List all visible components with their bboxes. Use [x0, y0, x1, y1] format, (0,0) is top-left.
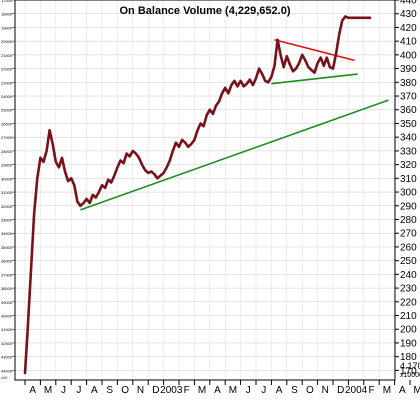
left-tick-label: 35000 — [1, 245, 13, 250]
left-tick-label: 33000 — [1, 217, 13, 222]
right-cut-label: 4.170 — [400, 361, 420, 371]
left-tick-label: 40000 — [1, 314, 13, 319]
x-tick-label: J — [61, 385, 66, 396]
left-tick-label: 39000 — [1, 300, 13, 305]
right-tick-label: 380 — [400, 78, 417, 89]
x-tick-label: S — [291, 385, 298, 396]
x-tick-label: J — [246, 385, 251, 396]
trendlines — [80, 39, 389, 211]
grid — [15, 0, 411, 380]
x-tick-label: M — [383, 385, 391, 396]
left-tick-label: 18000 — [1, 12, 13, 17]
x-tick-label: A — [91, 385, 98, 396]
left-tick-label: 44000 — [1, 368, 13, 373]
x-tick-label: 2004 — [345, 385, 368, 396]
left-tick-label: 37000 — [1, 272, 13, 277]
x-tick-label: J — [76, 385, 81, 396]
right-tick-label: 390 — [400, 64, 417, 75]
x-tick-label: F — [184, 385, 190, 396]
right-tick-label: 440 — [400, 0, 417, 7]
x-tick-label: S — [106, 385, 113, 396]
left-tick-label: 25000 — [1, 108, 13, 113]
right-tick-label: 360 — [400, 105, 417, 116]
right-tick-label: 270 — [400, 229, 417, 240]
x-tick-label: D — [337, 385, 344, 396]
left-tick-label: 38000 — [1, 286, 13, 291]
chart-title: On Balance Volume (4,229,652.0) — [120, 5, 291, 17]
x-tick-label: O — [121, 385, 129, 396]
right-axis: 170 180 190 200 210 220 230 240 250 260 270 280 290 3… — [395, 0, 420, 379]
right-tick-label: 200 — [400, 325, 417, 336]
right-tick-label: 410 — [400, 37, 417, 48]
right-tick-label: 340 — [400, 133, 417, 144]
left-tick-label: 30000 — [1, 176, 13, 181]
x-tick-label: M — [198, 385, 206, 396]
left-tick-label: 43000 — [1, 355, 13, 360]
right-tick-label: 260 — [400, 242, 417, 253]
left-tick-label: 17000 — [1, 0, 13, 3]
x-tick-label: N — [137, 385, 144, 396]
left-tick-label: 31000 — [1, 190, 13, 195]
x-tick-label: M — [44, 385, 52, 396]
right-tick-label: 170 — [400, 366, 417, 377]
right-tick-label: 330 — [400, 146, 417, 157]
right-tick-label: 250 — [400, 256, 417, 267]
right-tick-label: 220 — [400, 297, 417, 308]
left-tick-label: 22000 — [1, 67, 13, 72]
left-tick-label: 29000 — [1, 163, 13, 168]
x-tick-label: F — [368, 385, 374, 396]
left-tick-label: 20000 — [1, 39, 13, 44]
x-tick-label: D — [152, 385, 159, 396]
left-tick-label: 32000 — [1, 204, 13, 209]
obv-series-line — [23, 15, 372, 375]
x-tick-label: N — [322, 385, 329, 396]
right-tick-label: 210 — [400, 311, 417, 322]
right-tick-label: 350 — [400, 119, 417, 130]
left-tick-label: 26000 — [1, 121, 13, 126]
right-unit-label: x10000 — [400, 372, 420, 379]
left-tick-label: 42000 — [1, 341, 13, 346]
right-tick-label: 400 — [400, 50, 417, 61]
right-tick-label: 320 — [400, 160, 417, 171]
x-tick-label: A — [399, 385, 406, 396]
right-tick-label: 420 — [400, 23, 417, 34]
left-tick-label: 23000 — [1, 80, 13, 85]
x-tick-label: M — [414, 385, 420, 396]
x-tick-label: O — [306, 385, 314, 396]
left-tick-label: 28000 — [1, 149, 13, 154]
left-tick-label: 41000 — [1, 327, 13, 332]
x-tick-label: J — [261, 385, 266, 396]
right-tick-label: 240 — [400, 270, 417, 281]
x-tick-label: A — [29, 385, 36, 396]
right-tick-label: 280 — [400, 215, 417, 226]
right-tick-label: 300 — [400, 188, 417, 199]
right-tick-label: 180 — [400, 352, 417, 363]
plot-frame — [14, 0, 396, 381]
trendline — [274, 39, 355, 62]
right-tick-label: 310 — [400, 174, 417, 185]
trendline — [80, 99, 389, 211]
right-tick-label: 430 — [400, 9, 417, 20]
x-tick-label: A — [214, 385, 221, 396]
left-tick-label: 27000 — [1, 135, 13, 140]
x-axis: A M J J A S O N D 2003 F M A M J J A S O N D 2004 F M A M — [24, 380, 420, 396]
x-tick-label: 2003 — [160, 385, 183, 396]
left-tick-label: 19000 — [1, 25, 13, 30]
series — [23, 15, 372, 375]
x-tick-label: A — [276, 385, 283, 396]
right-tick-label: 230 — [400, 284, 417, 295]
right-tick-label: 290 — [400, 201, 417, 212]
right-tick-label: 190 — [400, 338, 417, 349]
trendline — [271, 73, 358, 85]
left-tick-label: 21000 — [1, 53, 13, 58]
left-unit-label: x10 — [1, 375, 8, 380]
left-axis: 44000 43000 42000 41000 40000 39000 38000 37000… — [1, 0, 15, 380]
left-tick-label: 24000 — [1, 94, 13, 99]
x-tick-label: M — [229, 385, 237, 396]
right-tick-label: 370 — [400, 92, 417, 103]
left-tick-label: 36000 — [1, 259, 13, 264]
left-tick-label: 34000 — [1, 231, 13, 236]
